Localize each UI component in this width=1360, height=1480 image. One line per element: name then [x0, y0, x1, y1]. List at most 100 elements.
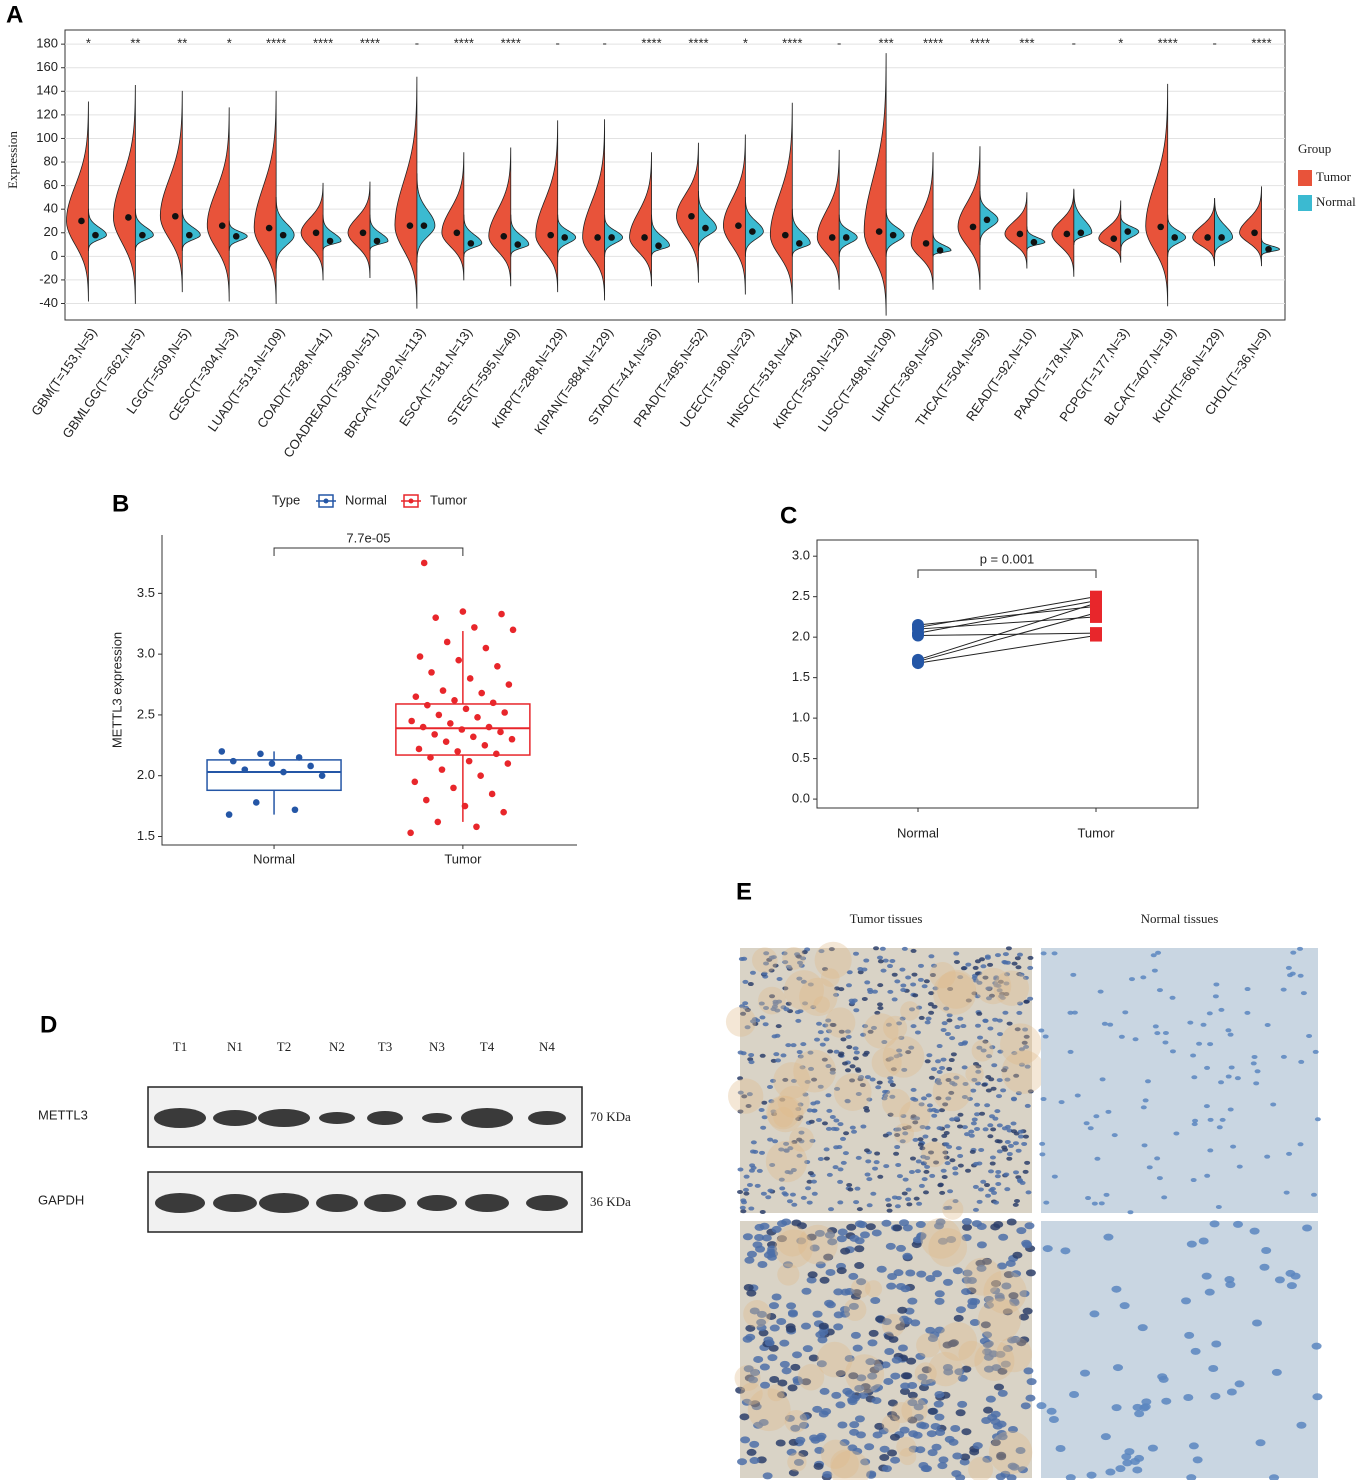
mean-point: [702, 224, 709, 232]
cell-nucleus: [971, 991, 978, 996]
cell-nucleus: [1000, 1360, 1011, 1368]
cell-nucleus: [737, 1167, 744, 1172]
point: [1090, 629, 1102, 642]
cell-nucleus: [982, 1039, 989, 1044]
cell-nucleus: [990, 1127, 997, 1132]
cell-nucleus: [916, 1270, 927, 1278]
legend-label: Normal: [1316, 194, 1356, 209]
cell-nucleus: [1010, 1129, 1017, 1134]
cell-nucleus: [927, 1449, 938, 1457]
cell-nucleus: [830, 1022, 837, 1027]
cell-nucleus: [739, 1205, 746, 1210]
mean-point: [1204, 234, 1211, 241]
cell-nucleus: [839, 1439, 850, 1447]
cell-nucleus: [940, 1027, 947, 1032]
y-tick-label: 180: [36, 36, 58, 51]
mean-point: [1110, 235, 1118, 242]
violin-half: [181, 208, 201, 251]
cell-nucleus: [849, 1064, 856, 1069]
cell-nucleus: [949, 1158, 956, 1163]
cell-nucleus: [855, 1155, 862, 1160]
significance-label: ****: [1158, 35, 1178, 50]
cell-nucleus: [900, 1382, 911, 1390]
mean-point: [172, 212, 179, 220]
blot-band: [319, 1112, 355, 1124]
cell-nucleus: [975, 1069, 982, 1074]
cell-nucleus: [771, 1034, 778, 1039]
cell-nucleus: [1038, 1028, 1045, 1033]
cell-nucleus: [815, 1261, 826, 1269]
mean-point: [467, 240, 475, 247]
point: [500, 808, 507, 816]
violin-half: [1026, 226, 1046, 251]
cell-nucleus: [1017, 1466, 1028, 1474]
cell-nucleus: [910, 1319, 921, 1327]
violin-half: [910, 152, 934, 290]
cell-nucleus: [1027, 996, 1034, 1001]
violin-half: [1239, 186, 1262, 267]
cell-nucleus: [879, 1445, 890, 1453]
cell-nucleus: [976, 1199, 983, 1204]
cell-nucleus: [1019, 1290, 1030, 1298]
point: [412, 693, 420, 700]
y-tick-label: -40: [39, 295, 58, 310]
cell-nucleus: [775, 1058, 782, 1063]
cell-nucleus: [887, 1449, 898, 1457]
plot-frame: [816, 539, 1199, 809]
cell-nucleus: [901, 1191, 908, 1196]
cell-nucleus: [836, 1145, 843, 1150]
cell-nucleus: [1021, 1141, 1028, 1146]
mean-point: [655, 242, 662, 250]
cell-nucleus: [1067, 1010, 1074, 1015]
cell-nucleus: [912, 1236, 923, 1244]
cell-nucleus: [938, 1456, 949, 1464]
cell-nucleus: [813, 1462, 824, 1470]
cell-nucleus: [1021, 1040, 1028, 1045]
cell-nucleus: [812, 1310, 823, 1318]
cell-nucleus: [1150, 953, 1157, 958]
cell-nucleus: [906, 1202, 913, 1207]
y-tick-label: 1.5: [137, 828, 155, 843]
cell-nucleus: [852, 1056, 859, 1061]
cell-nucleus: [876, 955, 883, 960]
cell-nucleus: [1226, 1388, 1237, 1396]
cell-nucleus: [837, 1122, 844, 1127]
violin-half: [416, 173, 436, 263]
mean-point: [1157, 223, 1164, 231]
violin-half: [66, 101, 89, 302]
cell-nucleus: [921, 1465, 932, 1473]
cell-nucleus: [819, 1042, 826, 1047]
bracket: [917, 569, 1097, 578]
cell-nucleus: [1022, 1307, 1033, 1315]
cell-nucleus: [961, 1125, 968, 1130]
cell-nucleus: [921, 1366, 932, 1374]
cell-nucleus: [810, 1179, 817, 1184]
legend-label: Normal: [345, 492, 387, 507]
cell-nucleus: [1215, 1205, 1222, 1210]
cell-nucleus: [927, 1407, 938, 1415]
cell-nucleus: [759, 1209, 766, 1214]
stain-patch: [773, 1106, 794, 1128]
cell-nucleus: [931, 1113, 938, 1118]
cell-nucleus: [855, 1068, 862, 1073]
cell-nucleus: [1097, 989, 1104, 994]
cell-nucleus: [997, 1367, 1008, 1375]
cell-nucleus: [889, 1433, 900, 1441]
y-axis-label: Expression: [5, 131, 20, 189]
cell-nucleus: [796, 976, 803, 981]
cell-nucleus: [1244, 987, 1251, 992]
blot-band: [465, 1194, 509, 1212]
significance-label: ****: [923, 35, 943, 50]
point: [498, 610, 505, 618]
stain-patch: [901, 1397, 928, 1424]
cell-nucleus: [874, 1151, 881, 1156]
cell-nucleus: [1216, 1125, 1223, 1130]
x-tick-label: Normal: [897, 825, 939, 840]
cell-nucleus: [776, 1391, 787, 1399]
cell-nucleus: [842, 1151, 849, 1156]
point: [435, 711, 443, 719]
cell-nucleus: [936, 1081, 943, 1086]
cell-nucleus: [894, 1204, 901, 1209]
cell-nucleus: [750, 1165, 757, 1170]
cell-nucleus: [1297, 946, 1304, 951]
